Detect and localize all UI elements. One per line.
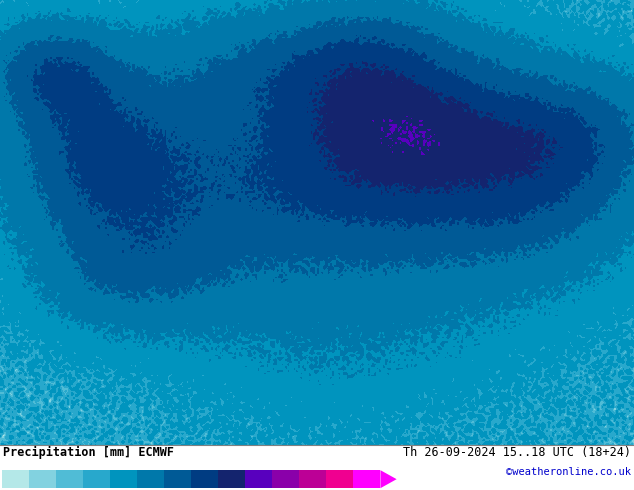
Bar xyxy=(299,470,327,488)
Bar xyxy=(272,470,299,488)
Bar xyxy=(110,470,137,488)
Text: Precipitation [mm] ECMWF: Precipitation [mm] ECMWF xyxy=(3,446,174,459)
Bar xyxy=(164,470,191,488)
Text: Th 26-09-2024 15..18 UTC (18+24): Th 26-09-2024 15..18 UTC (18+24) xyxy=(403,446,631,459)
Bar xyxy=(353,470,380,488)
Text: ©weatheronline.co.uk: ©weatheronline.co.uk xyxy=(506,466,631,477)
Polygon shape xyxy=(380,470,397,488)
Bar xyxy=(245,470,272,488)
Bar xyxy=(327,470,353,488)
Bar xyxy=(191,470,218,488)
Bar xyxy=(56,470,83,488)
Bar xyxy=(218,470,245,488)
Bar xyxy=(83,470,110,488)
Bar xyxy=(29,470,56,488)
Bar xyxy=(137,470,164,488)
Bar xyxy=(2,470,29,488)
